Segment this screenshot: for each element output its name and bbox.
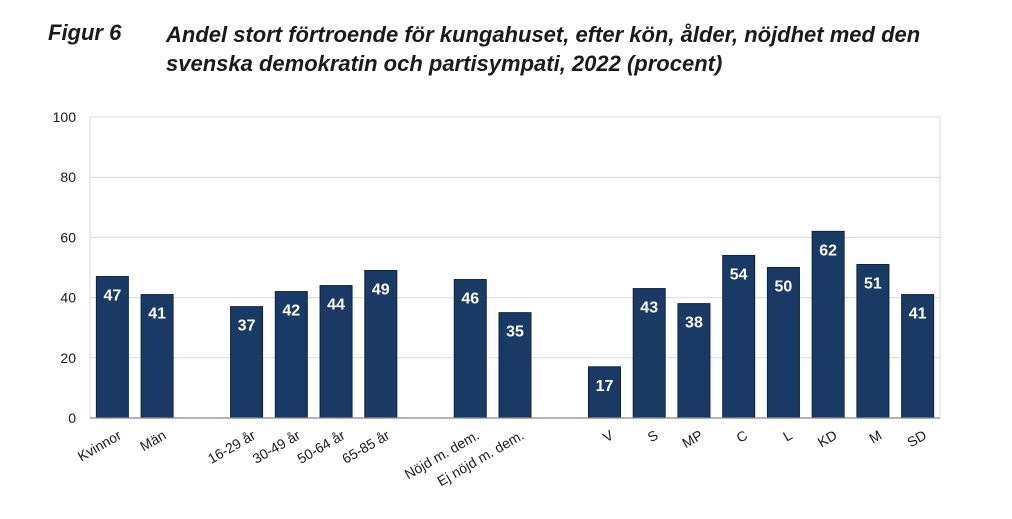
figure-title: Andel stort förtroende för kungahuset, e… bbox=[166, 22, 921, 76]
category-label: L bbox=[780, 427, 795, 445]
y-tick-label: 40 bbox=[60, 290, 76, 306]
bar bbox=[364, 270, 398, 419]
y-tick-label: 100 bbox=[53, 109, 77, 125]
category-label: S bbox=[645, 427, 661, 446]
data-label: 35 bbox=[506, 324, 524, 341]
category-label: V bbox=[600, 426, 617, 445]
y-tick-label: 60 bbox=[60, 229, 76, 245]
category-label: MP bbox=[679, 427, 705, 451]
category-label: SD bbox=[904, 427, 929, 451]
bar bbox=[901, 294, 935, 419]
bar bbox=[811, 230, 845, 419]
data-label: 17 bbox=[596, 378, 614, 395]
data-label: 62 bbox=[819, 242, 837, 259]
data-label: 41 bbox=[148, 306, 166, 323]
bar bbox=[498, 312, 532, 419]
category-label: C bbox=[733, 427, 750, 446]
data-label: 46 bbox=[461, 291, 479, 308]
data-label: 44 bbox=[327, 297, 345, 314]
y-tick-label: 0 bbox=[68, 410, 76, 426]
category-label: M bbox=[866, 427, 884, 447]
category-label: KD bbox=[815, 427, 840, 451]
bar bbox=[856, 263, 890, 419]
data-label: 37 bbox=[238, 318, 256, 335]
y-tick-label: 80 bbox=[60, 169, 76, 185]
category-label: 50-64 år bbox=[294, 427, 347, 467]
data-label: 38 bbox=[685, 315, 703, 332]
data-label: 50 bbox=[775, 279, 793, 296]
bar bbox=[274, 291, 308, 419]
category-label: 30-49 år bbox=[250, 427, 303, 467]
data-label: 47 bbox=[103, 288, 121, 305]
bar bbox=[722, 254, 756, 419]
category-label: Män bbox=[137, 427, 169, 454]
category-label: 65-85 år bbox=[339, 427, 392, 467]
figure-label: Figur 6 bbox=[48, 20, 122, 45]
data-label: 41 bbox=[909, 306, 927, 323]
bar bbox=[766, 267, 800, 419]
bar bbox=[587, 366, 621, 419]
category-label: Kvinnor bbox=[75, 427, 124, 465]
data-label: 51 bbox=[864, 275, 882, 292]
bar bbox=[453, 279, 487, 419]
data-label: 54 bbox=[730, 266, 748, 283]
category-label: 16-29 år bbox=[205, 427, 258, 467]
data-label: 49 bbox=[372, 282, 390, 299]
data-label: 43 bbox=[640, 300, 658, 317]
bar bbox=[677, 303, 711, 419]
bar bbox=[319, 285, 353, 419]
y-tick-label: 20 bbox=[60, 350, 76, 366]
data-label: 42 bbox=[282, 303, 300, 320]
bar bbox=[632, 288, 666, 419]
